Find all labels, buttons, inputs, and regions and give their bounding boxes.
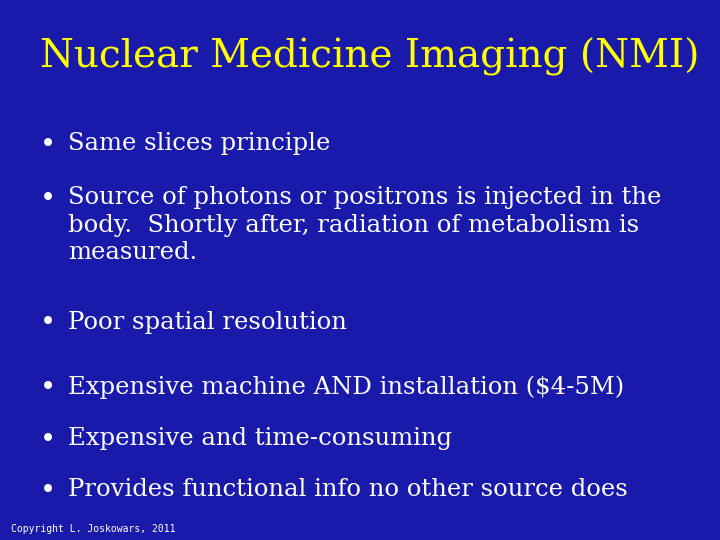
Text: •: • xyxy=(40,310,55,336)
Text: Copyright L. Joskowars, 2011: Copyright L. Joskowars, 2011 xyxy=(11,523,175,534)
Text: •: • xyxy=(40,132,55,158)
Text: Expensive and time-consuming: Expensive and time-consuming xyxy=(68,427,453,450)
Text: Provides functional info no other source does: Provides functional info no other source… xyxy=(68,478,628,501)
Text: •: • xyxy=(40,478,55,504)
Text: Nuclear Medicine Imaging (NMI): Nuclear Medicine Imaging (NMI) xyxy=(40,38,699,76)
Text: Same slices principle: Same slices principle xyxy=(68,132,330,156)
Text: •: • xyxy=(40,186,55,212)
Text: Poor spatial resolution: Poor spatial resolution xyxy=(68,310,347,334)
Text: •: • xyxy=(40,375,55,401)
Text: Expensive machine AND installation ($4-5M): Expensive machine AND installation ($4-5… xyxy=(68,375,624,399)
Text: Source of photons or positrons is injected in the
body.  Shortly after, radiatio: Source of photons or positrons is inject… xyxy=(68,186,662,264)
Text: •: • xyxy=(40,427,55,453)
